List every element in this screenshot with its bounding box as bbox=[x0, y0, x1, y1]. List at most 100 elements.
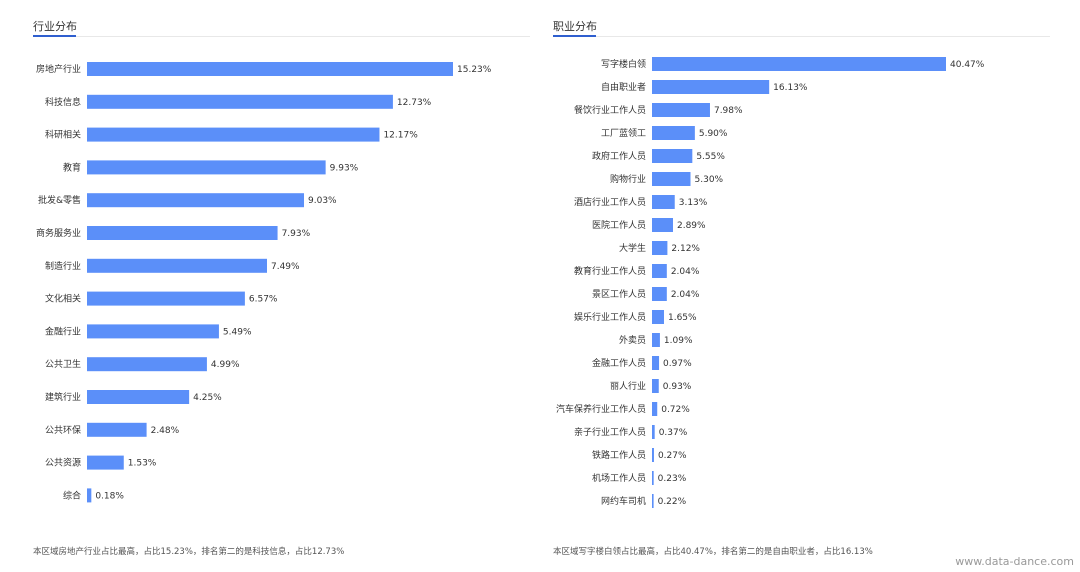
category-label: 公共环保 bbox=[45, 424, 81, 436]
bar bbox=[652, 103, 710, 117]
value-label: 1.53% bbox=[128, 459, 157, 469]
value-label: 5.49% bbox=[223, 327, 252, 337]
industry-panel: 行业分布 房地产行业 15.23% 科技信息 12.73% 科研相关 12.17% 教育 9.… bbox=[33, 0, 530, 572]
bar bbox=[652, 402, 658, 416]
bar bbox=[87, 193, 305, 208]
category-label: 自由职业者 bbox=[601, 81, 646, 93]
category-label: 金融工作人员 bbox=[592, 357, 646, 369]
category-label: 金融行业 bbox=[45, 325, 81, 337]
occupation-bar-chart: 写字楼白领 40.47% 自由职业者 16.13% 餐饮行业工作人员 7.98% 工厂蓝领工… bbox=[556, 57, 985, 508]
value-label: 12.17% bbox=[383, 131, 418, 141]
value-label: 2.04% bbox=[671, 290, 700, 300]
watermark: www.data-dance.com bbox=[955, 555, 1074, 568]
category-label: 娱乐行业工作人员 bbox=[574, 311, 646, 323]
category-label: 酒店行业工作人员 bbox=[574, 196, 646, 208]
occupation-summary-text: 本区域写字楼白领占比最高，占比40.47%，排名第二的是自由职业者，占比16.1… bbox=[553, 547, 873, 557]
category-label: 教育 bbox=[63, 161, 81, 173]
title-underline bbox=[33, 35, 76, 37]
bar bbox=[87, 226, 278, 240]
category-label: 公共资源 bbox=[45, 458, 81, 469]
category-label: 医院工作人员 bbox=[592, 219, 646, 231]
bar bbox=[87, 488, 92, 503]
value-label: 3.13% bbox=[679, 198, 708, 208]
bar bbox=[652, 379, 659, 393]
title-underline bbox=[553, 35, 596, 37]
bar bbox=[87, 422, 147, 437]
category-label: 景区工作人员 bbox=[592, 288, 646, 300]
bar bbox=[652, 310, 664, 324]
industry-summary-text: 本区域房地产行业占比最高，占比15.23%，排名第二的是科技信息，占比12.73… bbox=[33, 547, 345, 557]
bar bbox=[652, 448, 654, 462]
category-label: 科研相关 bbox=[45, 129, 81, 141]
category-label: 工厂蓝领工 bbox=[601, 127, 646, 139]
bar bbox=[87, 127, 380, 142]
category-label: 写字楼白领 bbox=[601, 58, 646, 70]
category-label: 网约车司机 bbox=[601, 495, 646, 507]
value-label: 4.25% bbox=[193, 393, 222, 403]
occupation-panel: 职业分布 写字楼白领 40.47% 自由职业者 16.13% 餐饮行业工作人员 7.98%… bbox=[553, 0, 1050, 572]
category-label: 大学生 bbox=[619, 242, 646, 254]
header-divider bbox=[33, 36, 530, 37]
value-label: 5.55% bbox=[696, 152, 725, 162]
value-label: 7.93% bbox=[282, 229, 311, 239]
bar bbox=[652, 494, 654, 508]
bar bbox=[652, 356, 660, 370]
bar bbox=[652, 264, 667, 278]
bar bbox=[652, 333, 660, 347]
bar bbox=[87, 357, 207, 372]
value-label: 0.18% bbox=[95, 491, 124, 501]
industry-bar-chart: 房地产行业 15.23% 科技信息 12.73% 科研相关 12.17% 教育 9.93% 批发… bbox=[36, 62, 492, 503]
value-label: 0.37% bbox=[659, 428, 688, 438]
occupation-chart-title: 职业分布 bbox=[553, 20, 597, 33]
category-label: 政府工作人员 bbox=[592, 150, 646, 162]
bar bbox=[652, 172, 691, 186]
industry-chart-title: 行业分布 bbox=[33, 20, 77, 33]
bar bbox=[652, 57, 946, 71]
value-label: 5.30% bbox=[695, 175, 724, 185]
bar bbox=[652, 218, 673, 232]
value-label: 7.49% bbox=[271, 262, 300, 272]
category-label: 餐饮行业工作人员 bbox=[574, 104, 646, 116]
bar bbox=[87, 94, 393, 109]
bar bbox=[652, 425, 655, 439]
value-label: 2.89% bbox=[677, 221, 706, 231]
category-label: 机场工作人员 bbox=[592, 472, 646, 484]
category-label: 教育行业工作人员 bbox=[574, 265, 646, 277]
bar bbox=[652, 287, 667, 301]
value-label: 4.99% bbox=[211, 360, 240, 370]
bar bbox=[87, 455, 124, 470]
category-label: 丽人行业 bbox=[610, 380, 646, 392]
bar bbox=[652, 195, 675, 209]
category-label: 外卖员 bbox=[619, 334, 646, 346]
value-label: 0.93% bbox=[663, 382, 692, 392]
occupation-panel-header: 职业分布 bbox=[553, 20, 1050, 38]
category-label: 商务服务业 bbox=[36, 227, 81, 239]
category-label: 房地产行业 bbox=[36, 63, 81, 75]
value-label: 9.03% bbox=[308, 196, 337, 206]
value-label: 0.97% bbox=[663, 359, 692, 369]
category-label: 文化相关 bbox=[45, 293, 81, 305]
category-label: 建筑行业 bbox=[45, 391, 81, 403]
value-label: 9.93% bbox=[330, 163, 359, 173]
category-label: 综合 bbox=[63, 489, 81, 501]
category-label: 科技信息 bbox=[45, 96, 81, 108]
value-label: 40.47% bbox=[950, 60, 985, 70]
category-label: 批发&零售 bbox=[38, 194, 81, 206]
value-label: 15.23% bbox=[457, 65, 492, 75]
value-label: 16.13% bbox=[773, 83, 808, 93]
category-label: 亲子行业工作人员 bbox=[574, 426, 646, 438]
category-label: 公共卫生 bbox=[45, 358, 81, 370]
bar bbox=[652, 80, 770, 94]
value-label: 5.90% bbox=[699, 129, 728, 139]
value-label: 0.27% bbox=[658, 451, 687, 461]
bar bbox=[87, 258, 267, 273]
header-divider bbox=[553, 36, 1050, 37]
value-label: 12.73% bbox=[397, 98, 432, 108]
bar bbox=[87, 390, 190, 404]
category-label: 汽车保养行业工作人员 bbox=[556, 403, 646, 415]
value-label: 2.12% bbox=[671, 244, 700, 254]
value-label: 0.72% bbox=[661, 405, 690, 415]
bar bbox=[87, 160, 326, 175]
bar bbox=[652, 241, 668, 255]
value-label: 7.98% bbox=[714, 106, 743, 116]
